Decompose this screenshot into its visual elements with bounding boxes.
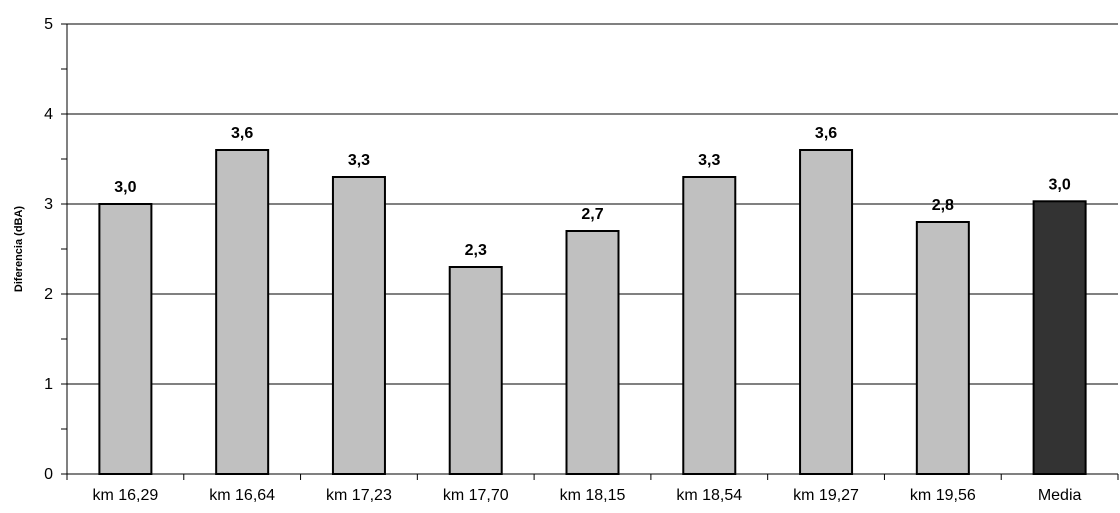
data-label-7: 3,6 [815,125,837,142]
axes [61,23,1119,480]
bar-3 [331,176,386,475]
y-tick-label-1: 1 [44,376,53,393]
data-label-9: 3,0 [1048,176,1070,193]
bar-5 [565,230,620,475]
bar-1 [98,203,153,475]
y-tick-label-5: 5 [44,16,53,33]
x-tick-label-8: km 19,56 [910,487,976,504]
x-tick-label-6: km 18,54 [676,487,742,504]
data-labels: 3,0 3,6 3,3 2,3 2,7 3,3 3,6 2,8 3,0 [114,125,1071,259]
data-label-1: 3,0 [114,179,136,196]
bar-9 [1032,200,1087,476]
x-tick-label-2: km 16,64 [209,487,275,504]
data-label-5: 2,7 [581,206,603,223]
x-tick-label-3: km 17,23 [326,487,392,504]
x-tick-label-7: km 19,27 [793,487,859,504]
x-tick-label-1: km 16,29 [92,487,158,504]
bar-6 [682,176,737,475]
bar-8 [915,221,970,475]
y-axis-title: Diferencia (dBA) [13,206,25,293]
bar-2 [215,149,270,475]
bars [98,149,1087,476]
data-label-4: 2,3 [465,242,487,259]
data-label-2: 3,6 [231,125,253,142]
y-tick-label-0: 0 [44,466,53,483]
data-label-8: 2,8 [932,197,954,214]
bar-7 [799,149,854,475]
x-tick-label-5: km 18,15 [560,487,626,504]
data-label-3: 3,3 [348,152,370,169]
y-tick-label-2: 2 [44,286,53,303]
bar-4 [448,266,503,475]
x-tick-label-4: km 17,70 [443,487,509,504]
x-tick-label-9: Media [1038,487,1082,504]
y-tick-labels: 0 1 2 3 4 5 [44,16,53,483]
data-label-6: 3,3 [698,152,720,169]
x-tick-labels: km 16,29 km 16,64 km 17,23 km 17,70 km 18,15… [92,487,1081,504]
y-tick-label-3: 3 [44,196,53,213]
y-tick-label-4: 4 [44,106,53,123]
